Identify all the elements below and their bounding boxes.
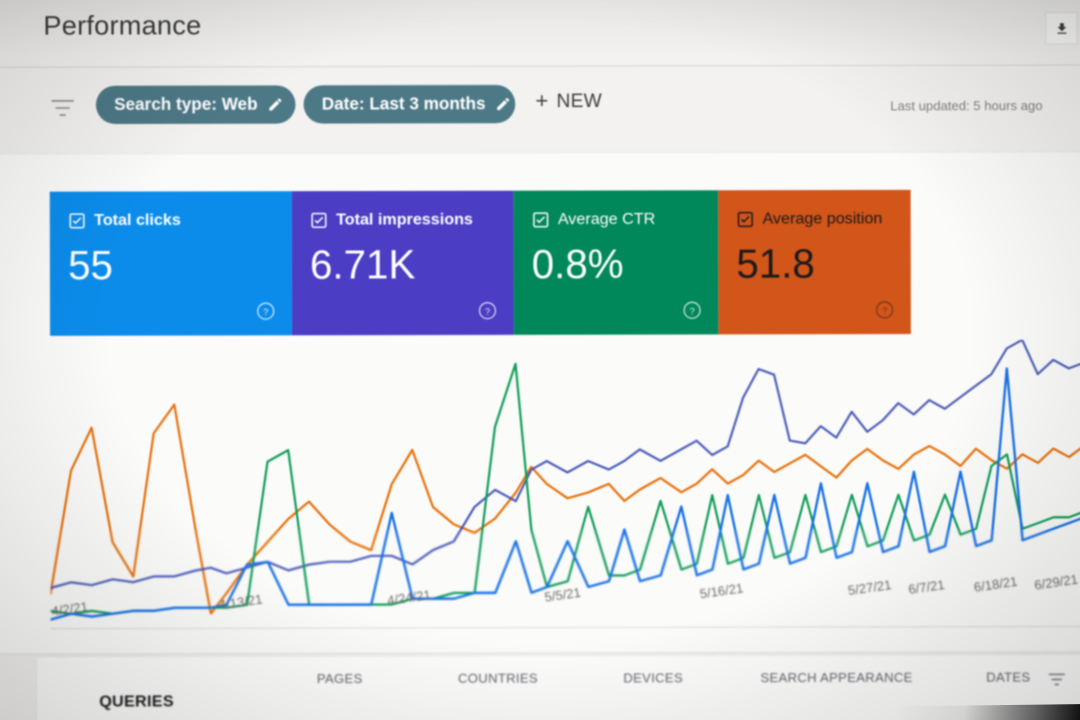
svg-text:?: ? xyxy=(882,306,887,316)
svg-text:?: ? xyxy=(690,306,695,316)
svg-text:?: ? xyxy=(263,307,268,317)
svg-text:?: ? xyxy=(485,306,490,316)
